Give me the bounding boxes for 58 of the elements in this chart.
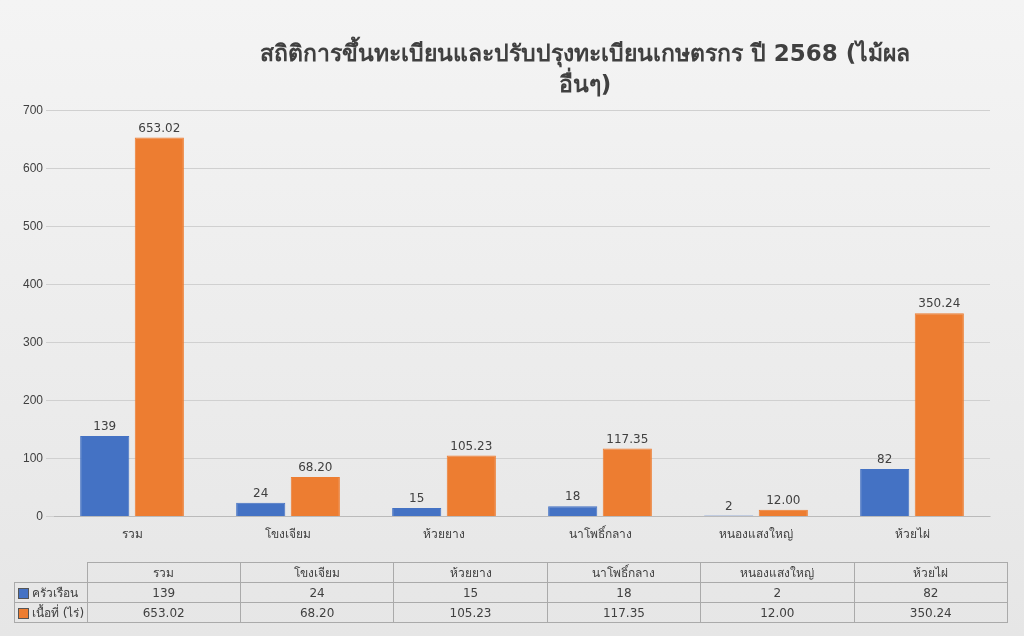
text: 24 [253,485,269,500]
text: 12.00 [766,492,801,507]
bar [236,502,286,517]
category-label: โขงเจียม [294,566,341,580]
chart-title: สถิติการขึ้นทะเบียนและปรับปรุงทะเบียนเกษตรกร ปี 2568 (ไม้ผลอื่นๆ) [258,38,912,99]
text: 68.20 [298,460,333,475]
text: 82 [877,452,893,467]
y-tick-label: 100 [22,450,44,465]
text: 2 [724,498,733,513]
y-tick-label: 600 [22,160,44,175]
category-label: ห้วยยาง [449,566,492,580]
bar [602,448,652,517]
bar [446,455,496,517]
category-label: รวม [153,566,175,580]
data-label: 350.24 [854,602,1008,623]
y-tick-label: 300 [22,334,44,349]
data-label: 2 [700,582,855,603]
bar [290,477,340,517]
data-label: 117.35 [547,602,701,623]
legend-label: ครัวเรือน [32,586,78,600]
data-label: 82 [854,582,1008,603]
y-tick-label: 400 [22,276,44,291]
x-tick-label: นาโพธิ์กลาง [568,525,632,542]
y-tick-label: 200 [22,392,44,407]
bar [914,313,964,517]
category-label: ห้วยไผ่ [913,566,949,580]
bar [392,507,442,517]
legend-label: เนื้อที่ (ไร่) [32,606,85,620]
text: 15 [409,491,425,506]
y-tick-label: 700 [22,102,44,117]
x-tick-label: หนองแสงใหญ่ [719,527,794,542]
bar [860,468,910,517]
category-label: หนองแสงใหญ่ [740,566,815,580]
bar [134,137,184,517]
data-label: 12.00 [700,602,855,623]
data-label: 139 [87,582,241,603]
data-label: 15 [393,582,548,603]
text: 117.35 [606,431,649,446]
x-tick-label: ห้วยยาง [423,527,466,542]
x-tick-label: ห้วยไผ่ [894,527,930,542]
category-label: นาโพธิ์กลาง [592,566,656,580]
data-label: 68.20 [240,602,394,623]
data-label: 105.23 [393,602,548,623]
text: 139 [93,419,117,434]
text: 653.02 [138,120,181,135]
x-tick-label: โขงเจียม [265,527,312,542]
y-tick-label: 0 [36,508,44,523]
text: 350.24 [918,296,961,311]
text: 18 [565,489,581,504]
bar [548,506,598,517]
data-label: 24 [240,582,394,603]
y-tick-label: 500 [22,218,44,233]
bar [758,509,808,517]
text: 105.23 [450,438,493,453]
data-label: 653.02 [87,602,241,623]
data-label: 18 [547,582,701,603]
x-tick-label: รวม [121,527,143,542]
bar [80,435,130,517]
